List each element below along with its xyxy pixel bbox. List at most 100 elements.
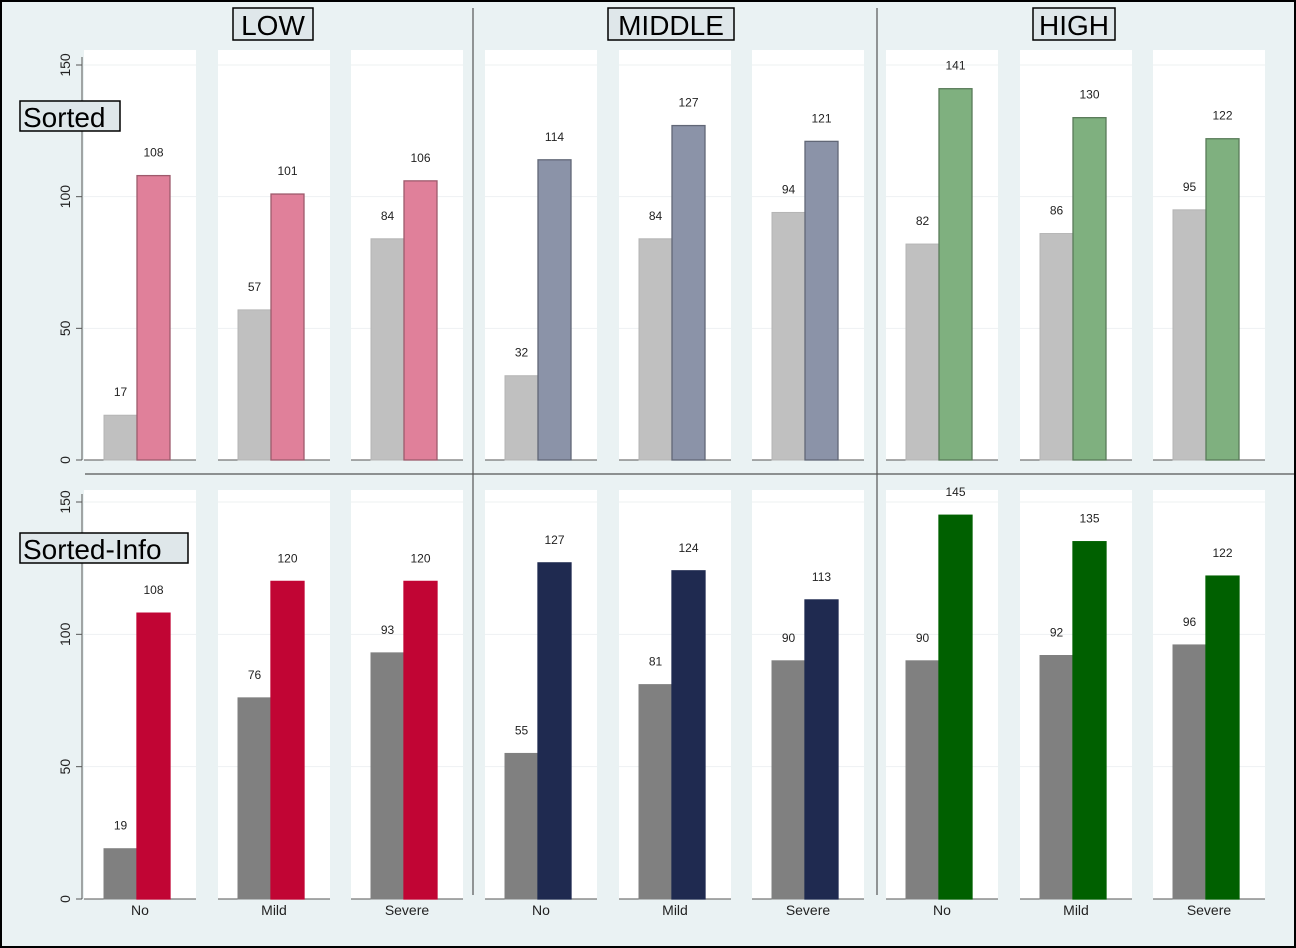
bar-baseline-sorted-low-no — [103, 414, 138, 461]
data-label: 81 — [649, 655, 663, 669]
bar-treatment-sorted-low-mild — [270, 193, 305, 461]
bar-treatment-sorted-info-middle-mild — [671, 570, 706, 900]
data-label: 127 — [678, 96, 698, 110]
bar-treatment-sorted-info-low-mild — [270, 580, 305, 900]
bar-baseline-sorted-low-severe — [370, 238, 405, 461]
bar-treatment-sorted-info-high-mild — [1072, 541, 1107, 900]
bar-treatment-sorted-high-severe — [1205, 138, 1240, 461]
y-tick-label: 100 — [57, 622, 73, 646]
data-label: 55 — [515, 723, 529, 737]
row-title-box — [19, 100, 121, 132]
bar-baseline-sorted-info-middle-severe — [771, 660, 806, 900]
data-label: 106 — [410, 151, 430, 165]
data-label: 121 — [811, 111, 831, 125]
bar-treatment-sorted-middle-mild — [671, 124, 706, 461]
bar-baseline-sorted-info-low-mild — [237, 697, 272, 900]
data-label: 122 — [1212, 109, 1232, 123]
data-label: 19 — [114, 819, 128, 833]
y-tick-label: 0 — [57, 895, 73, 903]
x-tick-label: No — [131, 902, 149, 918]
data-label: 17 — [114, 385, 128, 399]
data-label: 84 — [649, 209, 663, 223]
column-title-middle: MIDDLE — [618, 10, 724, 41]
bar-baseline-sorted-high-severe — [1172, 209, 1207, 461]
bar-treatment-sorted-low-severe — [403, 180, 438, 461]
bar-baseline-sorted-high-no — [905, 243, 940, 461]
bar-baseline-sorted-low-mild — [237, 309, 272, 461]
bar-treatment-sorted-high-mild — [1072, 117, 1107, 461]
column-title-low: LOW — [241, 10, 305, 41]
column-title-high: HIGH — [1039, 10, 1109, 41]
x-tick-label: Severe — [385, 902, 430, 918]
data-label: 127 — [544, 533, 564, 547]
data-label: 101 — [277, 164, 297, 178]
y-tick-label: 50 — [57, 320, 73, 336]
bar-treatment-sorted-info-high-severe — [1205, 575, 1240, 900]
x-tick-label: Mild — [261, 902, 287, 918]
y-tick-label: 50 — [57, 759, 73, 775]
panel-dividers — [85, 8, 1296, 895]
data-label: 32 — [515, 346, 529, 360]
bar-baseline-sorted-info-high-mild — [1039, 655, 1074, 900]
data-label: 141 — [945, 59, 965, 73]
bar-baseline-sorted-info-middle-no — [504, 752, 539, 900]
panel-titles: LOW MIDDLE HIGH Sorted Sorted-Info — [19, 7, 1116, 565]
data-label: 108 — [143, 583, 163, 597]
data-label: 92 — [1050, 626, 1064, 640]
bar-treatment-sorted-middle-severe — [804, 140, 839, 461]
data-label: 76 — [248, 668, 262, 682]
bar-treatment-sorted-low-no — [136, 174, 171, 461]
data-label: 135 — [1079, 512, 1099, 526]
column-title-box — [607, 7, 735, 41]
bar-baseline-sorted-info-low-severe — [370, 652, 405, 900]
bar-treatment-sorted-middle-no — [537, 159, 572, 461]
x-tick-label: No — [532, 902, 550, 918]
column-title-box — [1032, 7, 1116, 41]
data-label: 124 — [678, 541, 698, 555]
bar-baseline-sorted-middle-severe — [771, 211, 806, 461]
bar-treatment-sorted-info-low-no — [136, 612, 171, 900]
data-label: 130 — [1079, 88, 1099, 102]
data-label: 120 — [277, 551, 297, 565]
y-tick-label: 150 — [57, 490, 73, 514]
bar-baseline-sorted-middle-mild — [638, 238, 673, 461]
data-label: 86 — [1050, 204, 1064, 218]
x-tick-label: Mild — [662, 902, 688, 918]
data-label: 93 — [381, 623, 395, 637]
bar-treatment-sorted-info-middle-no — [537, 562, 572, 900]
bar-baseline-sorted-info-high-severe — [1172, 644, 1207, 900]
data-label: 90 — [782, 631, 796, 645]
y-axes: 0 50 100 150 0 50 100 150 — [57, 53, 83, 903]
bar-treatment-sorted-info-middle-severe — [804, 599, 839, 900]
data-label: 120 — [410, 551, 430, 565]
row-title-sorted-info: Sorted-Info — [23, 534, 162, 565]
bar-baseline-sorted-info-low-no — [103, 848, 138, 900]
data-label: 96 — [1183, 615, 1197, 629]
x-tick-label: No — [933, 902, 951, 918]
data-label: 108 — [143, 146, 163, 160]
y-tick-label: 150 — [57, 53, 73, 77]
x-tick-label: Severe — [786, 902, 831, 918]
y-tick-label: 100 — [57, 185, 73, 209]
data-label: 95 — [1183, 180, 1197, 194]
data-label: 82 — [916, 214, 930, 228]
data-label: 113 — [812, 570, 831, 584]
data-label: 57 — [248, 280, 262, 294]
row-title-box — [19, 532, 189, 564]
chart-panels: 17 108 57 101 84 106 32 114 84 127 94 121 82 141 86 130… — [84, 50, 1265, 918]
column-title-box — [232, 7, 314, 41]
data-label: 122 — [1212, 546, 1232, 560]
bar-treatment-sorted-high-no — [938, 88, 973, 461]
data-label: 84 — [381, 209, 395, 223]
x-tick-label: Severe — [1187, 902, 1232, 918]
bar-treatment-sorted-info-low-severe — [403, 580, 438, 900]
y-tick-label: 0 — [57, 456, 73, 464]
data-label: 90 — [916, 631, 930, 645]
bar-baseline-sorted-info-high-no — [905, 660, 940, 900]
bar-baseline-sorted-middle-no — [504, 375, 539, 461]
bar-baseline-sorted-info-middle-mild — [638, 684, 673, 900]
data-label: 114 — [545, 130, 564, 144]
x-tick-label: Mild — [1063, 902, 1089, 918]
